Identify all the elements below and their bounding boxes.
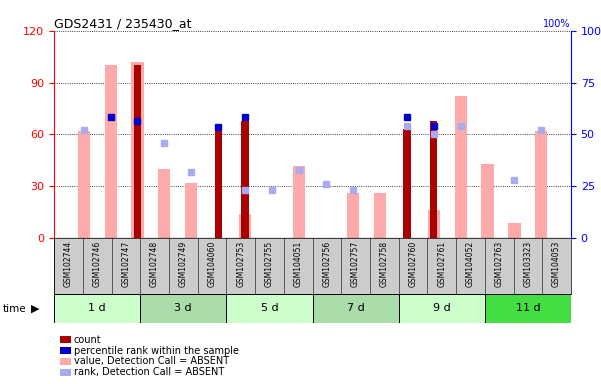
Text: GSM102763: GSM102763 [495, 241, 504, 287]
Bar [313, 294, 398, 323]
Text: 100%: 100% [543, 19, 571, 29]
Text: value, Detection Call = ABSENT: value, Detection Call = ABSENT [74, 356, 229, 366]
Bar [215, 129, 222, 238]
Bar [227, 294, 313, 323]
Text: GSM104053: GSM104053 [552, 241, 561, 287]
Text: GSM102757: GSM102757 [351, 241, 360, 287]
Text: 3 d: 3 d [174, 303, 192, 313]
Text: GSM102749: GSM102749 [179, 241, 188, 287]
Bar [481, 164, 493, 238]
Bar [140, 294, 227, 323]
Text: 7 d: 7 d [347, 303, 364, 313]
Bar [132, 62, 144, 238]
Bar [508, 223, 520, 238]
Bar [105, 65, 117, 238]
Bar [454, 96, 466, 238]
Text: rank, Detection Call = ABSENT: rank, Detection Call = ABSENT [74, 367, 224, 377]
Bar [398, 294, 485, 323]
Text: GSM102747: GSM102747 [121, 241, 130, 287]
Bar [78, 131, 90, 238]
Bar [403, 129, 410, 238]
Text: GSM104051: GSM104051 [294, 241, 303, 287]
Text: GSM102758: GSM102758 [380, 241, 389, 287]
Text: GSM102746: GSM102746 [93, 241, 102, 287]
Bar [374, 193, 386, 238]
Bar [428, 210, 440, 238]
Text: time: time [3, 304, 26, 314]
Bar [185, 183, 197, 238]
Text: ▶: ▶ [31, 304, 40, 314]
Bar [242, 121, 249, 238]
Bar [430, 121, 438, 238]
Text: 11 d: 11 d [516, 303, 540, 313]
Text: GSM104052: GSM104052 [466, 241, 475, 287]
Bar [293, 166, 305, 238]
Text: count: count [74, 335, 102, 345]
Text: GSM102761: GSM102761 [438, 241, 446, 287]
Bar [535, 131, 548, 238]
Text: GSM102756: GSM102756 [322, 241, 331, 287]
Text: percentile rank within the sample: percentile rank within the sample [74, 346, 239, 356]
Bar [347, 193, 359, 238]
Text: 9 d: 9 d [433, 303, 451, 313]
Bar [239, 214, 251, 238]
Bar [159, 169, 171, 238]
Bar [134, 65, 141, 238]
Text: GSM104060: GSM104060 [207, 241, 216, 287]
Bar [54, 294, 140, 323]
Text: GSM103323: GSM103323 [523, 241, 532, 287]
Text: GDS2431 / 235430_at: GDS2431 / 235430_at [54, 17, 192, 30]
Text: 5 d: 5 d [261, 303, 278, 313]
Bar [485, 294, 571, 323]
Text: GSM102753: GSM102753 [236, 241, 245, 287]
Text: GSM102760: GSM102760 [409, 241, 418, 287]
Text: GSM102755: GSM102755 [265, 241, 274, 287]
Text: GSM102748: GSM102748 [150, 241, 159, 287]
Text: 1 d: 1 d [88, 303, 106, 313]
Text: GSM102744: GSM102744 [64, 241, 73, 287]
